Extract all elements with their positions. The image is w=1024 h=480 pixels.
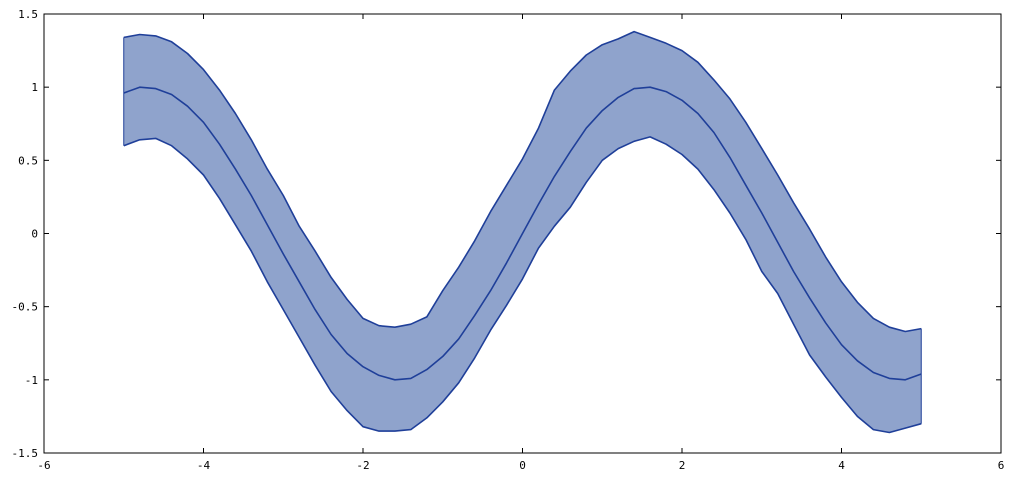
x-tick-label: 6 (998, 459, 1005, 472)
y-tick-label: -0.5 (12, 301, 39, 314)
x-tick-label: 2 (679, 459, 686, 472)
lower-bound-line (123, 136, 922, 434)
mean-line (123, 86, 922, 381)
y-tick-label: 0 (31, 228, 38, 241)
y-tick-label: 1.5 (18, 8, 38, 21)
y-tick-label: 0.5 (18, 154, 38, 167)
x-tick-label: 4 (838, 459, 845, 472)
y-tick-label: 1 (31, 81, 38, 94)
x-tick-label: -6 (37, 459, 50, 472)
tick-layer: -6 -4 -2 0 2 4 6 -1.5 -1 -0.5 0 0.5 1 1.5 (12, 8, 1005, 472)
x-tick-label: -4 (197, 459, 211, 472)
upper-bound-line (123, 30, 922, 333)
x-tick-label: 0 (519, 459, 526, 472)
series-line-layer (123, 30, 922, 434)
y-tick-label: -1 (25, 374, 38, 387)
x-tick-label: -2 (356, 459, 369, 472)
y-tick-label: -1.5 (12, 447, 39, 460)
